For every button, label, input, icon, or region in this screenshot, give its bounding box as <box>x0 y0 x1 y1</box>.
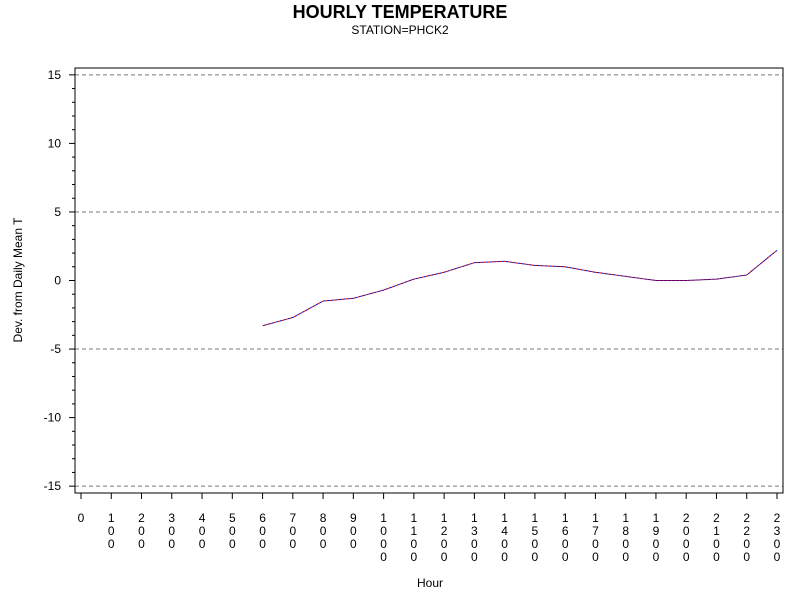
y-tick-label: 15 <box>48 68 62 82</box>
chart-title: HOURLY TEMPERATURE <box>292 2 508 22</box>
chart-subtitle: STATION=PHCK2 <box>351 23 449 37</box>
x-tick-label: 0 <box>78 511 85 525</box>
series-line <box>262 249 778 327</box>
y-axis: 15 10 5 0 -5 -10 -15 <box>44 68 75 493</box>
y-tick-label: 10 <box>48 136 62 150</box>
y-tick-label: -5 <box>50 342 61 356</box>
y-tick-label: -10 <box>44 411 62 425</box>
series-lines <box>262 249 778 327</box>
x-axis-label: Hour <box>417 576 443 590</box>
y-tick-label: 0 <box>54 274 61 288</box>
y-axis-label: Dev. from Daily Mean T <box>11 217 25 343</box>
y-tick-label: -15 <box>44 479 62 493</box>
series-line <box>262 249 778 327</box>
x-axis: 0 1 0 0 2 0 0 3 0 0 4 0 0 5 0 0 6 0 0 7 0 0 8 0 0 9 0 0 1 0 0 0 1 1 0 0 1 2 0 0… <box>78 493 781 564</box>
reference-lines <box>75 74 783 487</box>
y-tick-label: 5 <box>54 205 61 219</box>
